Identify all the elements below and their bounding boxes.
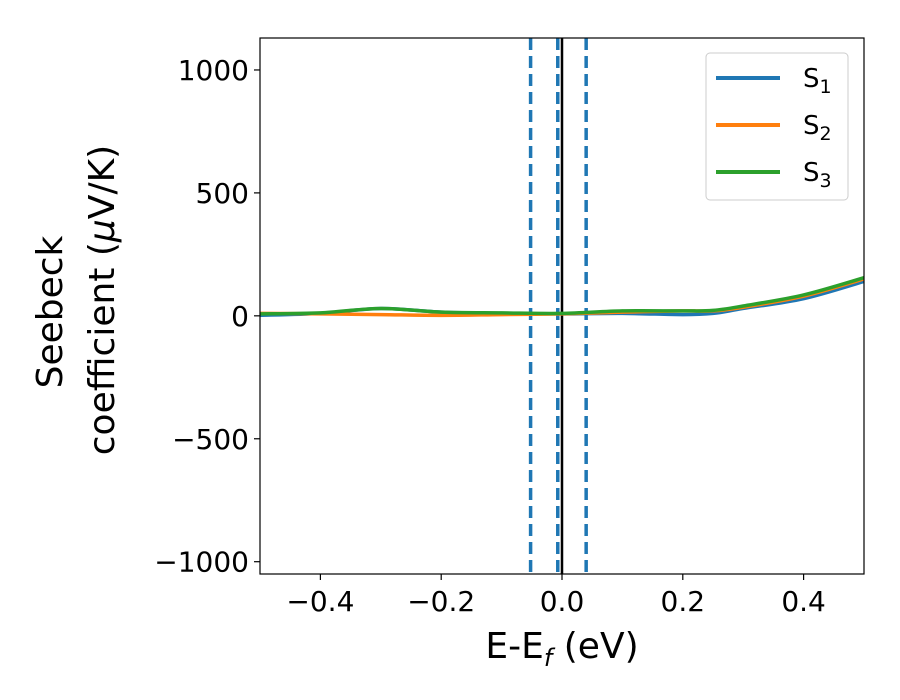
y-axis-title-line1: Seebeck: [30, 235, 71, 388]
x-axis-ticks: −0.4 −0.2 0.0 0.2 0.4: [286, 574, 826, 618]
vertical-reference-lines: [528, 38, 588, 574]
x-tick-label: −0.2: [407, 585, 475, 618]
x-axis-title: E-Ef (eV): [485, 626, 638, 672]
y-tick-label: −1000: [154, 546, 249, 579]
x-tick-label: 0.2: [661, 585, 706, 618]
y-tick-label: 0: [231, 300, 249, 333]
legend: S1 S2 S3: [705, 52, 849, 201]
y-tick-label: 1000: [178, 54, 249, 87]
series-line-s3: [260, 275, 864, 316]
y-tick-label: −500: [172, 423, 249, 456]
x-tick-label: −0.4: [286, 585, 354, 618]
legend-label-s2: S2: [803, 111, 832, 145]
legend-label-s3: S3: [803, 158, 832, 192]
y-axis-title: Seebeck coefficient (μV/K): [30, 145, 123, 455]
x-tick-label: 0.4: [781, 585, 826, 618]
y-tick-label: 500: [196, 177, 249, 210]
series-lines: [260, 275, 864, 318]
legend-entries: S1 S2 S3: [716, 64, 832, 192]
y-axis-title-line2: coefficient (μV/K): [82, 145, 123, 455]
legend-label-s1: S1: [803, 64, 832, 98]
x-tick-label: 0.0: [540, 585, 585, 618]
y-axis-ticks: −1000 −500 0 500 1000: [154, 54, 260, 579]
